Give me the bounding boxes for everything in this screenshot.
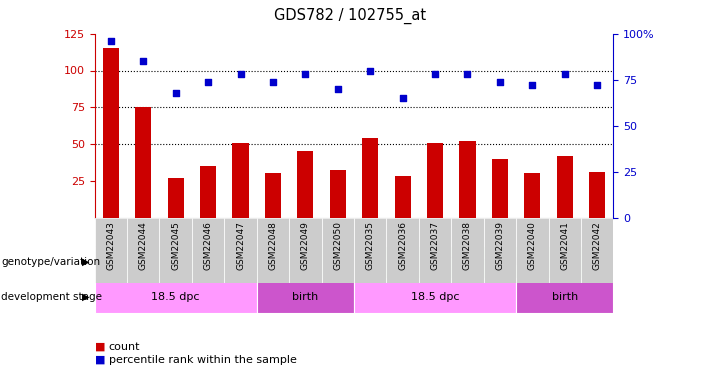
Point bbox=[526, 82, 538, 88]
Text: 18.5 dpc: 18.5 dpc bbox=[411, 292, 459, 302]
Text: GSM22038: GSM22038 bbox=[463, 221, 472, 270]
Bar bbox=[257, 217, 290, 283]
Bar bbox=[557, 156, 573, 218]
Bar bbox=[233, 142, 249, 218]
Bar bbox=[127, 217, 160, 283]
Bar bbox=[354, 217, 386, 283]
Bar bbox=[427, 142, 443, 218]
Bar bbox=[354, 246, 613, 278]
Point bbox=[397, 95, 408, 101]
Bar bbox=[549, 217, 581, 283]
Bar bbox=[95, 217, 127, 283]
Text: GSM22036: GSM22036 bbox=[398, 221, 407, 270]
Text: GSM22041: GSM22041 bbox=[560, 221, 569, 270]
Text: GDS782 / 102755_at: GDS782 / 102755_at bbox=[274, 8, 427, 24]
Text: wild type: wild type bbox=[199, 256, 250, 267]
Text: count: count bbox=[109, 342, 140, 352]
Bar bbox=[329, 171, 346, 217]
Point bbox=[592, 82, 603, 88]
Point bbox=[235, 71, 246, 77]
Text: GSM22046: GSM22046 bbox=[203, 221, 212, 270]
Bar bbox=[484, 217, 516, 283]
Bar bbox=[589, 172, 605, 217]
Bar bbox=[395, 176, 411, 218]
Text: birth: birth bbox=[552, 292, 578, 302]
Text: GSM22045: GSM22045 bbox=[171, 221, 180, 270]
Bar bbox=[95, 246, 354, 278]
Bar bbox=[524, 173, 540, 217]
Bar bbox=[297, 152, 313, 217]
Bar bbox=[354, 281, 516, 313]
Bar bbox=[516, 281, 613, 313]
Bar bbox=[192, 217, 224, 283]
Text: genotype/variation: genotype/variation bbox=[1, 256, 100, 267]
Bar bbox=[322, 217, 354, 283]
Bar bbox=[418, 217, 451, 283]
Bar bbox=[160, 217, 192, 283]
Text: GSM22040: GSM22040 bbox=[528, 221, 537, 270]
Text: GSM22037: GSM22037 bbox=[430, 221, 440, 270]
Bar bbox=[362, 138, 379, 218]
Point bbox=[462, 71, 473, 77]
Text: ■: ■ bbox=[95, 355, 105, 365]
Text: ▶: ▶ bbox=[82, 256, 89, 267]
Bar bbox=[224, 217, 257, 283]
Text: T1alpha null: T1alpha null bbox=[449, 256, 518, 267]
Point bbox=[365, 68, 376, 74]
Bar bbox=[386, 217, 418, 283]
Text: birth: birth bbox=[292, 292, 318, 302]
Point bbox=[559, 71, 571, 77]
Point bbox=[267, 78, 278, 84]
Bar bbox=[265, 173, 281, 217]
Point bbox=[494, 78, 505, 84]
Text: GSM22042: GSM22042 bbox=[592, 221, 601, 270]
Point bbox=[170, 90, 182, 96]
Point bbox=[105, 38, 116, 44]
Text: development stage: development stage bbox=[1, 292, 102, 302]
Text: GSM22044: GSM22044 bbox=[139, 221, 148, 270]
Bar bbox=[257, 281, 354, 313]
Point bbox=[203, 78, 214, 84]
Bar bbox=[95, 281, 257, 313]
Text: 18.5 dpc: 18.5 dpc bbox=[151, 292, 200, 302]
Point bbox=[137, 58, 149, 64]
Bar bbox=[516, 217, 549, 283]
Text: GSM22043: GSM22043 bbox=[107, 221, 116, 270]
Text: GSM22050: GSM22050 bbox=[333, 221, 342, 270]
Point bbox=[430, 71, 441, 77]
Text: GSM22048: GSM22048 bbox=[268, 221, 278, 270]
Bar bbox=[103, 48, 119, 217]
Text: GSM22035: GSM22035 bbox=[366, 221, 375, 270]
Point bbox=[300, 71, 311, 77]
Text: GSM22039: GSM22039 bbox=[496, 221, 505, 270]
Bar bbox=[200, 166, 216, 218]
Text: ▶: ▶ bbox=[82, 292, 89, 302]
Text: percentile rank within the sample: percentile rank within the sample bbox=[109, 355, 297, 365]
Point bbox=[332, 86, 343, 92]
Bar bbox=[492, 159, 508, 218]
Bar bbox=[459, 141, 475, 218]
Text: ■: ■ bbox=[95, 342, 105, 352]
Bar bbox=[168, 178, 184, 218]
Bar bbox=[135, 107, 151, 218]
Bar bbox=[451, 217, 484, 283]
Text: GSM22047: GSM22047 bbox=[236, 221, 245, 270]
Text: GSM22049: GSM22049 bbox=[301, 221, 310, 270]
Bar bbox=[581, 217, 613, 283]
Bar bbox=[290, 217, 322, 283]
